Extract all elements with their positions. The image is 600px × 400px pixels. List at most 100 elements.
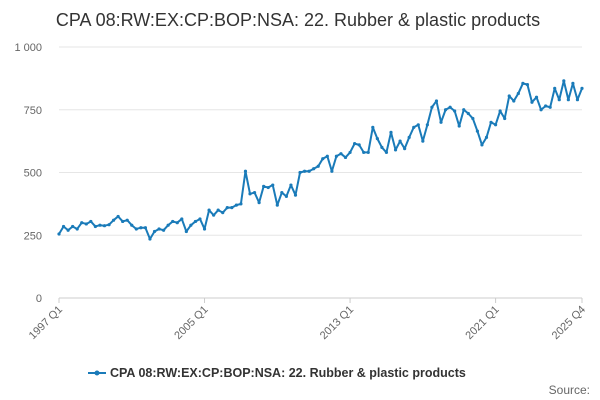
data-point[interactable]: [180, 217, 184, 221]
data-point[interactable]: [580, 86, 584, 91]
data-point[interactable]: [157, 227, 161, 231]
data-point[interactable]: [548, 105, 552, 109]
data-point[interactable]: [262, 184, 266, 188]
data-point[interactable]: [98, 223, 102, 227]
data-point[interactable]: [380, 145, 384, 149]
data-point[interactable]: [216, 208, 220, 212]
data-point[interactable]: [362, 150, 366, 155]
data-point[interactable]: [425, 123, 429, 127]
data-point[interactable]: [343, 155, 348, 160]
data-point[interactable]: [102, 224, 107, 228]
data-point[interactable]: [198, 217, 202, 221]
data-point[interactable]: [557, 98, 561, 102]
data-point[interactable]: [166, 223, 170, 227]
data-point[interactable]: [93, 224, 97, 229]
data-point[interactable]: [152, 229, 157, 234]
data-point[interactable]: [280, 190, 284, 195]
data-point[interactable]: [480, 143, 484, 147]
data-point[interactable]: [116, 214, 120, 219]
data-point[interactable]: [503, 116, 507, 121]
data-point[interactable]: [212, 213, 216, 217]
data-point[interactable]: [443, 108, 448, 112]
data-point[interactable]: [139, 226, 143, 230]
data-point[interactable]: [330, 169, 334, 173]
data-point[interactable]: [66, 228, 70, 232]
data-point[interactable]: [457, 124, 461, 128]
data-point[interactable]: [389, 130, 393, 134]
data-point[interactable]: [307, 169, 311, 173]
data-point[interactable]: [207, 208, 211, 212]
data-point[interactable]: [234, 203, 238, 207]
data-point[interactable]: [148, 237, 152, 241]
data-point[interactable]: [257, 201, 261, 205]
data-point[interactable]: [471, 116, 475, 121]
data-point[interactable]: [321, 157, 325, 161]
data-point[interactable]: [266, 185, 270, 190]
data-point[interactable]: [484, 135, 489, 139]
data-point[interactable]: [407, 135, 411, 139]
data-point[interactable]: [353, 142, 357, 146]
data-point[interactable]: [61, 224, 66, 229]
data-point[interactable]: [325, 154, 329, 158]
data-point[interactable]: [439, 120, 443, 124]
data-point[interactable]: [202, 227, 207, 231]
data-point[interactable]: [562, 79, 566, 83]
data-point[interactable]: [221, 211, 225, 215]
data-point[interactable]: [121, 219, 125, 224]
data-point[interactable]: [493, 123, 498, 127]
data-point[interactable]: [302, 169, 307, 173]
data-point[interactable]: [575, 98, 580, 102]
data-point[interactable]: [462, 108, 466, 112]
data-point[interactable]: [357, 143, 361, 147]
data-point[interactable]: [566, 98, 570, 102]
data-point[interactable]: [171, 219, 175, 224]
data-point[interactable]: [75, 227, 79, 231]
data-point[interactable]: [130, 223, 134, 227]
data-point[interactable]: [553, 86, 557, 91]
data-point[interactable]: [298, 170, 302, 175]
data-point[interactable]: [489, 120, 493, 124]
data-point[interactable]: [403, 147, 407, 151]
data-point[interactable]: [384, 150, 389, 155]
data-point[interactable]: [507, 94, 511, 98]
data-point[interactable]: [416, 123, 420, 127]
data-point[interactable]: [134, 227, 138, 231]
data-point[interactable]: [498, 109, 502, 113]
legend[interactable]: CPA 08:RW:EX:CP:BOP:NSA: 22. Rubber & pl…: [88, 366, 466, 380]
data-point[interactable]: [225, 206, 229, 210]
data-point[interactable]: [293, 193, 298, 197]
data-point[interactable]: [516, 91, 520, 96]
data-point[interactable]: [539, 108, 543, 112]
data-point[interactable]: [534, 95, 539, 99]
data-point[interactable]: [57, 232, 61, 236]
data-point[interactable]: [475, 129, 479, 133]
data-point[interactable]: [571, 81, 575, 85]
data-point[interactable]: [334, 154, 339, 158]
data-point[interactable]: [448, 105, 452, 109]
data-point[interactable]: [107, 223, 111, 227]
data-point[interactable]: [111, 218, 116, 222]
data-point[interactable]: [189, 223, 193, 227]
data-point[interactable]: [466, 111, 470, 116]
data-point[interactable]: [371, 125, 375, 129]
data-point[interactable]: [316, 164, 320, 168]
data-point[interactable]: [284, 194, 288, 198]
data-point[interactable]: [521, 81, 525, 85]
data-point[interactable]: [525, 83, 530, 87]
data-point[interactable]: [393, 148, 398, 152]
data-point[interactable]: [80, 221, 84, 225]
data-point[interactable]: [430, 105, 434, 109]
data-point[interactable]: [239, 202, 243, 206]
data-point[interactable]: [530, 100, 534, 104]
data-point[interactable]: [544, 104, 548, 108]
data-point[interactable]: [275, 203, 279, 207]
data-point[interactable]: [453, 109, 457, 113]
data-point[interactable]: [412, 125, 416, 129]
data-point[interactable]: [125, 218, 129, 222]
data-point[interactable]: [366, 150, 370, 155]
data-point[interactable]: [512, 99, 516, 103]
data-point[interactable]: [193, 219, 198, 224]
data-point[interactable]: [252, 190, 257, 195]
data-point[interactable]: [184, 229, 188, 234]
data-point[interactable]: [162, 228, 166, 232]
